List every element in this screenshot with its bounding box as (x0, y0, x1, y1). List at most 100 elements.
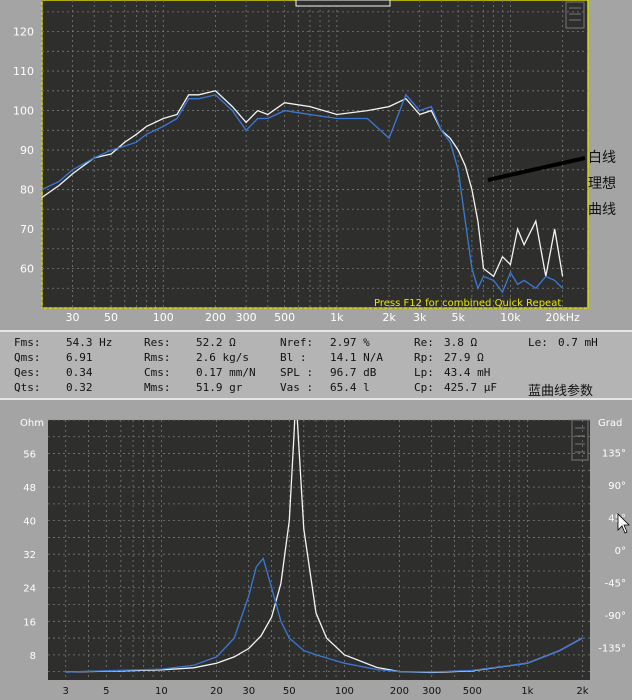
x-tick-label: 20 (210, 686, 223, 696)
grad-unit-label: Grad (598, 418, 622, 429)
blue-curve-params-label: 蓝曲线参数 (528, 384, 594, 399)
param-label: Le: (528, 336, 548, 349)
param-value: 27.9 Ω (444, 351, 484, 364)
param-value: 6.91 (66, 351, 93, 364)
y-tick-label: 90 (20, 144, 34, 157)
param-value: 0.32 (66, 381, 93, 394)
param-label: Res: (144, 336, 171, 349)
scroll-grip-icon[interactable] (565, 1, 585, 29)
param-value: 54.3 Hz (66, 336, 113, 349)
param-label: Qms: (14, 351, 41, 364)
param-label: Cms: (144, 366, 171, 379)
x-tick-label: 5k (451, 311, 465, 324)
response-y-axis: 120 110 100 90 80 70 60 (13, 26, 34, 276)
y-tick-label: 100 (13, 105, 34, 118)
y-tick-label: 70 (20, 223, 34, 236)
x-tick-label: 10k (500, 311, 521, 324)
phase-tick-label: -45° (605, 579, 626, 590)
param-label: Rp: (414, 351, 434, 364)
x-tick-label: 2k (382, 311, 396, 324)
param-label: Nref: (280, 336, 314, 349)
ohm-unit-label: Ohm (20, 418, 44, 429)
ohm-tick-label: 8 (30, 651, 36, 662)
quick-repeat-hint: Press F12 for combined Quick Repeat (374, 298, 561, 309)
x-tick-label: 1k (521, 686, 533, 696)
param-value: 14.1 N/A (330, 351, 383, 364)
y-tick-label: 80 (20, 184, 34, 197)
response-plot-area (42, 0, 588, 308)
param-value: 0.7 mH (558, 336, 598, 349)
param-label: Lp: (414, 366, 434, 379)
impedance-plot-area (48, 420, 590, 680)
phase-y-axis: 135° 90° 45° 0° -45° -90° -135° (598, 449, 626, 655)
ts-parameters-panel: Fms: 54.3 Hz Res: 52.2 Ω Nref: 2.97 % Re: 3.8 Ω… (0, 330, 632, 400)
white-response-curve (41, 90, 564, 278)
x-tick-label: 30 (66, 311, 80, 324)
y-tick-label: 120 (13, 26, 34, 39)
impedance-chart: Ohm Grad 56 48 40 32 24 16 8 135° 90° 45° 0° -45° -… (20, 418, 630, 697)
annotation-line-3: 曲线 (588, 202, 616, 218)
impedance-curves (65, 420, 583, 674)
x-tick-label: 1k (330, 311, 344, 324)
curve-legend-box (295, 0, 391, 7)
param-label: Qts: (14, 381, 41, 394)
param-label: Re: (414, 336, 434, 349)
x-tick-label: 500 (274, 311, 295, 324)
impedance-x-axis: 3 5 10 20 30 50 100 200 300 500 1k 2k (63, 686, 589, 697)
x-tick-label: 3k (413, 311, 427, 324)
annotation-line-2: 理想 (588, 176, 616, 192)
phase-tick-label: -135° (598, 644, 626, 655)
ohm-tick-label: 24 (23, 584, 36, 595)
response-curves (41, 90, 564, 294)
x-tick-label: 300 (422, 686, 441, 696)
impedance-grid (48, 419, 590, 680)
impedance-panel: Ohm Grad 56 48 40 32 24 16 8 135° 90° 45° 0° -45° -… (0, 400, 632, 697)
response-x-axis: 30 50 100 200 300 500 1k 2k 3k 5k 10k 20kHz (66, 311, 581, 324)
phase-tick-label: 45° (608, 514, 626, 525)
param-label: Bl : (280, 351, 307, 364)
y-tick-label: 110 (13, 65, 34, 78)
param-label: Mms: (144, 381, 171, 394)
param-value: 3.8 Ω (444, 336, 478, 349)
x-tick-label: 100 (153, 311, 174, 324)
x-tick-label: 2k (576, 686, 588, 696)
param-value: 43.4 mH (444, 366, 491, 379)
param-label: Vas : (280, 381, 314, 394)
annotation-line-1: 白线 (588, 150, 616, 166)
param-value: 52.2 Ω (196, 336, 236, 349)
impedance-y-axis: 56 48 40 32 24 16 8 (23, 450, 36, 662)
ohm-tick-label: 32 (23, 550, 36, 561)
param-value: 51.9 gr (196, 381, 243, 394)
phase-tick-label: 0° (615, 546, 626, 557)
annotation-arrow (487, 156, 586, 182)
param-value: 425.7 μF (444, 381, 497, 394)
blue-response-curve (41, 93, 564, 294)
x-tick-label: 500 (463, 686, 482, 696)
phase-tick-label: -90° (605, 611, 626, 622)
response-grid (41, 0, 588, 309)
x-tick-label: 10 (155, 686, 168, 696)
param-label: Fms: (14, 336, 41, 349)
x-tick-label: 50 (283, 686, 296, 696)
x-tick-label: 20kHz (545, 311, 580, 324)
x-tick-label: 5 (103, 686, 109, 696)
response-panel: Press F12 for combined Quick Repeat 120 1… (0, 0, 632, 330)
scroll-grip-icon[interactable] (571, 419, 589, 461)
x-tick-label: 3 (63, 686, 69, 696)
param-value: 0.34 (66, 366, 93, 379)
response-plot-border (41, 0, 589, 309)
x-tick-label: 200 (390, 686, 409, 696)
x-tick-label: 100 (335, 686, 354, 696)
param-label: Qes: (14, 366, 41, 379)
param-value: 2.97 % (330, 336, 370, 349)
mouse-cursor-icon (617, 513, 630, 534)
ohm-tick-label: 16 (23, 617, 36, 628)
frequency-response-chart: Press F12 for combined Quick Repeat 1201… (13, 0, 616, 324)
param-value: 65.4 l (330, 381, 370, 394)
blue-impedance-curve (65, 557, 583, 673)
x-tick-label: 200 (205, 311, 226, 324)
y-tick-label: 60 (20, 263, 34, 276)
param-label: SPL : (280, 366, 314, 379)
param-label: Cp: (414, 381, 434, 394)
x-tick-label: 30 (242, 686, 255, 696)
